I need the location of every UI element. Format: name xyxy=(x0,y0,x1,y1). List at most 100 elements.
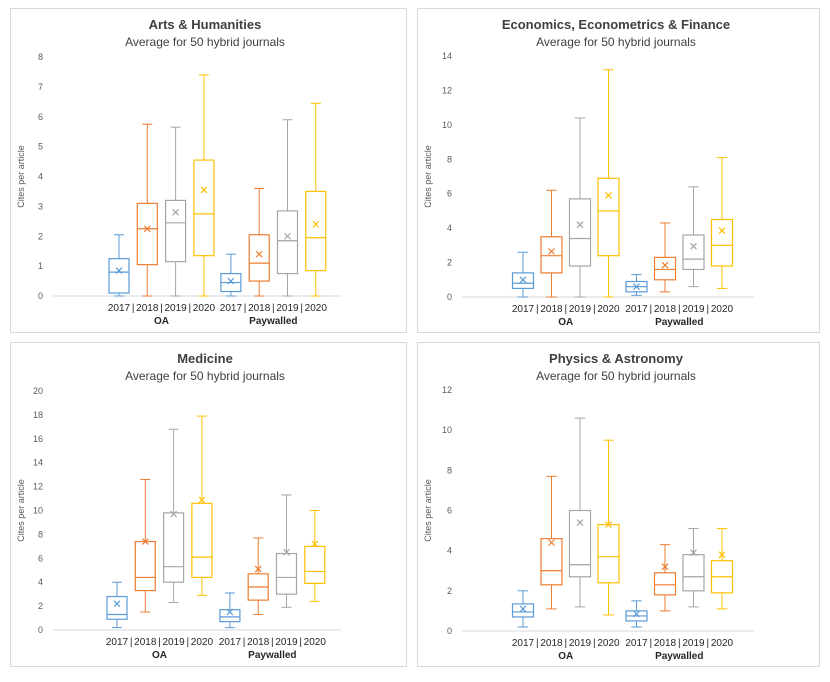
chart-subtitle: Average for 50 hybrid journals xyxy=(536,369,696,383)
y-tick-label: 12 xyxy=(442,385,452,395)
box-iqr xyxy=(163,512,185,583)
box-oa-2017 xyxy=(511,590,535,628)
box-iqr xyxy=(108,258,130,294)
x-group-label: OA xyxy=(154,316,169,327)
mean-marker xyxy=(718,227,726,235)
mean-marker xyxy=(661,563,669,571)
y-tick-label: 0 xyxy=(447,626,452,636)
mean-marker xyxy=(113,600,121,608)
mean-marker xyxy=(690,242,697,250)
chart-title: Physics & Astronomy xyxy=(549,351,684,366)
box-iqr xyxy=(653,256,677,281)
mean-marker xyxy=(227,277,235,285)
chart-panel-economics: Economics, Econometrics & Finance Average… xyxy=(417,8,820,333)
y-axis-label: Cites per article xyxy=(16,145,26,208)
y-tick-label: 10 xyxy=(33,506,43,516)
x-year-label: 2017 xyxy=(625,304,648,315)
mean-marker xyxy=(605,521,612,528)
box-iqr xyxy=(568,198,592,267)
chart-svg: Medicine Average for 50 hybrid journals 0 2… xyxy=(16,351,341,661)
y-tick-label: 12 xyxy=(33,482,43,492)
y-tick-label: 4 xyxy=(38,172,43,182)
box-paywalled-2020 xyxy=(305,102,327,297)
chart-panel-medicine: Medicine Average for 50 hybrid journals 0 2… xyxy=(10,342,407,667)
chart-subtitle: Average for 50 hybrid journals xyxy=(125,35,285,49)
box-paywalled-2018 xyxy=(653,222,677,293)
mean-marker xyxy=(548,539,555,547)
chart-svg: Arts & Humanities Average for 50 hybrid j… xyxy=(16,17,341,327)
box-oa-2018 xyxy=(540,475,563,610)
x-year-separator: | xyxy=(706,304,709,315)
box-paywalled-2018 xyxy=(248,187,270,297)
y-tick-label: 2 xyxy=(447,586,452,596)
x-year-label: 2020 xyxy=(304,637,327,648)
chart-panel-arts-humanities: Arts & Humanities Average for 50 hybrid j… xyxy=(10,8,407,333)
y-tick-label: 6 xyxy=(447,506,452,516)
box-iqr xyxy=(275,552,298,595)
x-year-label: 2020 xyxy=(191,637,214,648)
mean-marker xyxy=(226,608,234,616)
x-year-label: 2017 xyxy=(108,303,131,314)
box-paywalled-2020 xyxy=(304,510,326,602)
x-group-label: Paywalled xyxy=(655,317,703,328)
box-iqr xyxy=(134,540,156,592)
x-year-separator: | xyxy=(564,638,567,649)
box-iqr xyxy=(191,502,213,579)
x-year-label: 2019 xyxy=(682,638,705,649)
y-tick-label: 8 xyxy=(38,52,43,62)
chart-subtitle: Average for 50 hybrid journals xyxy=(536,35,696,49)
x-year-separator: | xyxy=(130,637,133,648)
x-group-label: Paywalled xyxy=(249,316,297,327)
x-year-label: 2019 xyxy=(682,304,705,315)
x-year-label: 2018 xyxy=(540,638,563,649)
x-year-separator: | xyxy=(536,638,539,649)
chart-title: Economics, Econometrics & Finance xyxy=(502,17,730,32)
y-tick-label: 8 xyxy=(447,465,452,475)
box-iqr xyxy=(597,523,620,584)
box-oa-2017 xyxy=(108,234,130,297)
box-oa-2019 xyxy=(568,417,592,608)
mean-marker xyxy=(200,186,208,194)
y-tick-label: 1 xyxy=(38,261,43,271)
x-year-label: 2017 xyxy=(512,638,535,649)
box-iqr xyxy=(219,609,241,623)
y-tick-label: 4 xyxy=(447,223,452,233)
box-iqr xyxy=(682,234,705,271)
x-year-label: 2017 xyxy=(220,303,243,314)
x-year-separator: | xyxy=(593,638,596,649)
y-tick-label: 4 xyxy=(447,546,452,556)
box-oa-2020 xyxy=(193,74,215,297)
y-tick-label: 5 xyxy=(38,142,43,152)
mean-marker xyxy=(519,605,527,613)
y-axis-label: Cites per article xyxy=(423,479,433,542)
y-tick-label: 20 xyxy=(33,386,43,396)
mean-marker xyxy=(198,496,206,504)
chart-svg: Economics, Econometrics & Finance Average… xyxy=(423,17,754,328)
box-paywalled-2017 xyxy=(219,592,241,629)
box-oa-2018 xyxy=(136,123,158,297)
x-year-label: 2017 xyxy=(512,304,535,315)
box-iqr xyxy=(710,218,734,267)
y-tick-label: 0 xyxy=(447,292,452,302)
mean-marker xyxy=(312,220,320,228)
x-year-label: 2019 xyxy=(569,304,592,315)
x-year-separator: | xyxy=(678,304,681,315)
box-iqr xyxy=(540,236,563,274)
box-iqr xyxy=(193,159,215,257)
x-year-label: 2017 xyxy=(219,637,242,648)
x-year-separator: | xyxy=(272,303,275,314)
box-iqr xyxy=(653,572,677,596)
box-iqr xyxy=(568,509,592,578)
x-group-label: OA xyxy=(558,651,573,662)
y-tick-label: 6 xyxy=(38,553,43,563)
box-paywalled-2020 xyxy=(710,528,734,610)
box-oa-2019 xyxy=(568,117,592,298)
y-tick-label: 2 xyxy=(447,258,452,268)
x-year-separator: | xyxy=(649,638,652,649)
y-tick-label: 10 xyxy=(442,425,452,435)
mean-marker xyxy=(690,549,697,557)
y-tick-label: 7 xyxy=(38,82,43,92)
x-year-separator: | xyxy=(188,303,191,314)
x-year-separator: | xyxy=(186,637,189,648)
x-group-label: Paywalled xyxy=(655,651,703,662)
